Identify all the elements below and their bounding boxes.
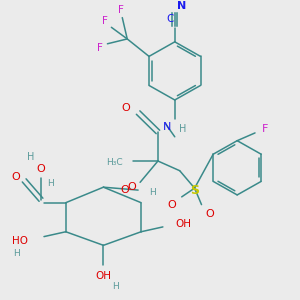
Text: O: O: [122, 103, 130, 113]
Text: F: F: [262, 124, 268, 134]
Text: O: O: [37, 164, 45, 174]
Text: H: H: [112, 281, 119, 290]
Text: H: H: [179, 124, 186, 134]
Text: O: O: [128, 182, 136, 192]
Text: H: H: [13, 249, 20, 258]
Text: F: F: [103, 16, 108, 26]
Text: O: O: [121, 185, 130, 195]
Text: OH: OH: [95, 271, 111, 281]
Text: F: F: [97, 43, 102, 53]
Text: S: S: [190, 184, 199, 196]
Text: O: O: [167, 200, 176, 210]
Text: O: O: [205, 209, 214, 219]
Text: H: H: [48, 179, 54, 188]
Text: H: H: [150, 188, 156, 197]
Text: OH: OH: [176, 219, 192, 229]
Text: F: F: [118, 5, 124, 15]
Text: H₃C: H₃C: [106, 158, 123, 167]
Text: N: N: [163, 122, 171, 132]
Text: C: C: [166, 14, 173, 24]
Text: O: O: [12, 172, 21, 182]
Text: N: N: [177, 1, 186, 11]
Text: HO: HO: [12, 236, 28, 246]
Text: H: H: [27, 152, 35, 162]
